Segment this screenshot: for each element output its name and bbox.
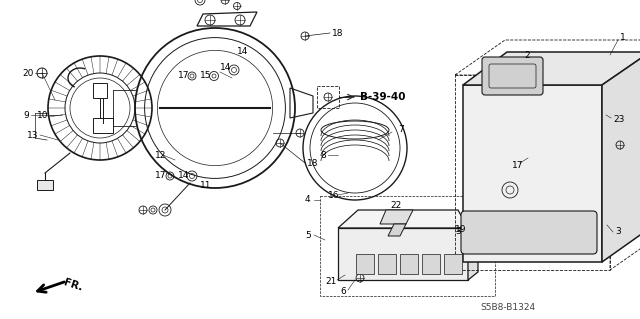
Text: 22: 22 xyxy=(390,201,401,210)
Bar xyxy=(378,254,396,274)
Text: 13: 13 xyxy=(27,130,38,139)
Polygon shape xyxy=(338,228,468,280)
Bar xyxy=(422,254,440,274)
Bar xyxy=(320,196,495,296)
Text: 15: 15 xyxy=(200,70,211,79)
Text: 17: 17 xyxy=(178,70,189,79)
Bar xyxy=(444,254,462,274)
Text: 23: 23 xyxy=(613,115,625,124)
Text: 14: 14 xyxy=(220,63,232,72)
Text: 14: 14 xyxy=(237,48,248,56)
Text: 20: 20 xyxy=(22,69,33,78)
Text: 7: 7 xyxy=(398,125,404,135)
Polygon shape xyxy=(463,52,640,85)
Text: 21: 21 xyxy=(325,278,337,286)
Text: S5B8-B1324: S5B8-B1324 xyxy=(480,303,535,313)
Text: 10: 10 xyxy=(37,110,49,120)
Text: 18: 18 xyxy=(332,28,344,38)
Text: 17: 17 xyxy=(155,170,166,180)
Polygon shape xyxy=(380,210,413,224)
Text: 11: 11 xyxy=(200,181,211,189)
Text: FR.: FR. xyxy=(62,277,83,293)
Bar xyxy=(400,254,418,274)
Text: 6: 6 xyxy=(340,287,346,296)
Polygon shape xyxy=(602,52,640,262)
Text: 18: 18 xyxy=(307,159,319,167)
Text: 4: 4 xyxy=(305,196,310,204)
Text: 16: 16 xyxy=(328,190,339,199)
FancyBboxPatch shape xyxy=(461,211,597,254)
Text: 12: 12 xyxy=(155,151,166,160)
Text: 1: 1 xyxy=(620,33,626,41)
Text: 17: 17 xyxy=(512,160,524,169)
Polygon shape xyxy=(338,210,468,228)
Text: 3: 3 xyxy=(615,227,621,236)
Text: 14: 14 xyxy=(178,170,189,180)
Text: 9: 9 xyxy=(23,110,29,120)
Text: 3: 3 xyxy=(455,227,461,236)
Polygon shape xyxy=(37,180,53,190)
Polygon shape xyxy=(463,85,602,262)
Polygon shape xyxy=(468,220,478,280)
Text: 8: 8 xyxy=(320,151,326,160)
Polygon shape xyxy=(388,224,406,236)
FancyBboxPatch shape xyxy=(482,57,543,95)
Text: 2: 2 xyxy=(524,50,530,60)
Bar xyxy=(356,254,374,274)
Text: B-39-40: B-39-40 xyxy=(360,92,406,102)
Text: 19: 19 xyxy=(455,226,467,234)
Text: 5: 5 xyxy=(305,231,311,240)
Bar xyxy=(317,86,339,108)
